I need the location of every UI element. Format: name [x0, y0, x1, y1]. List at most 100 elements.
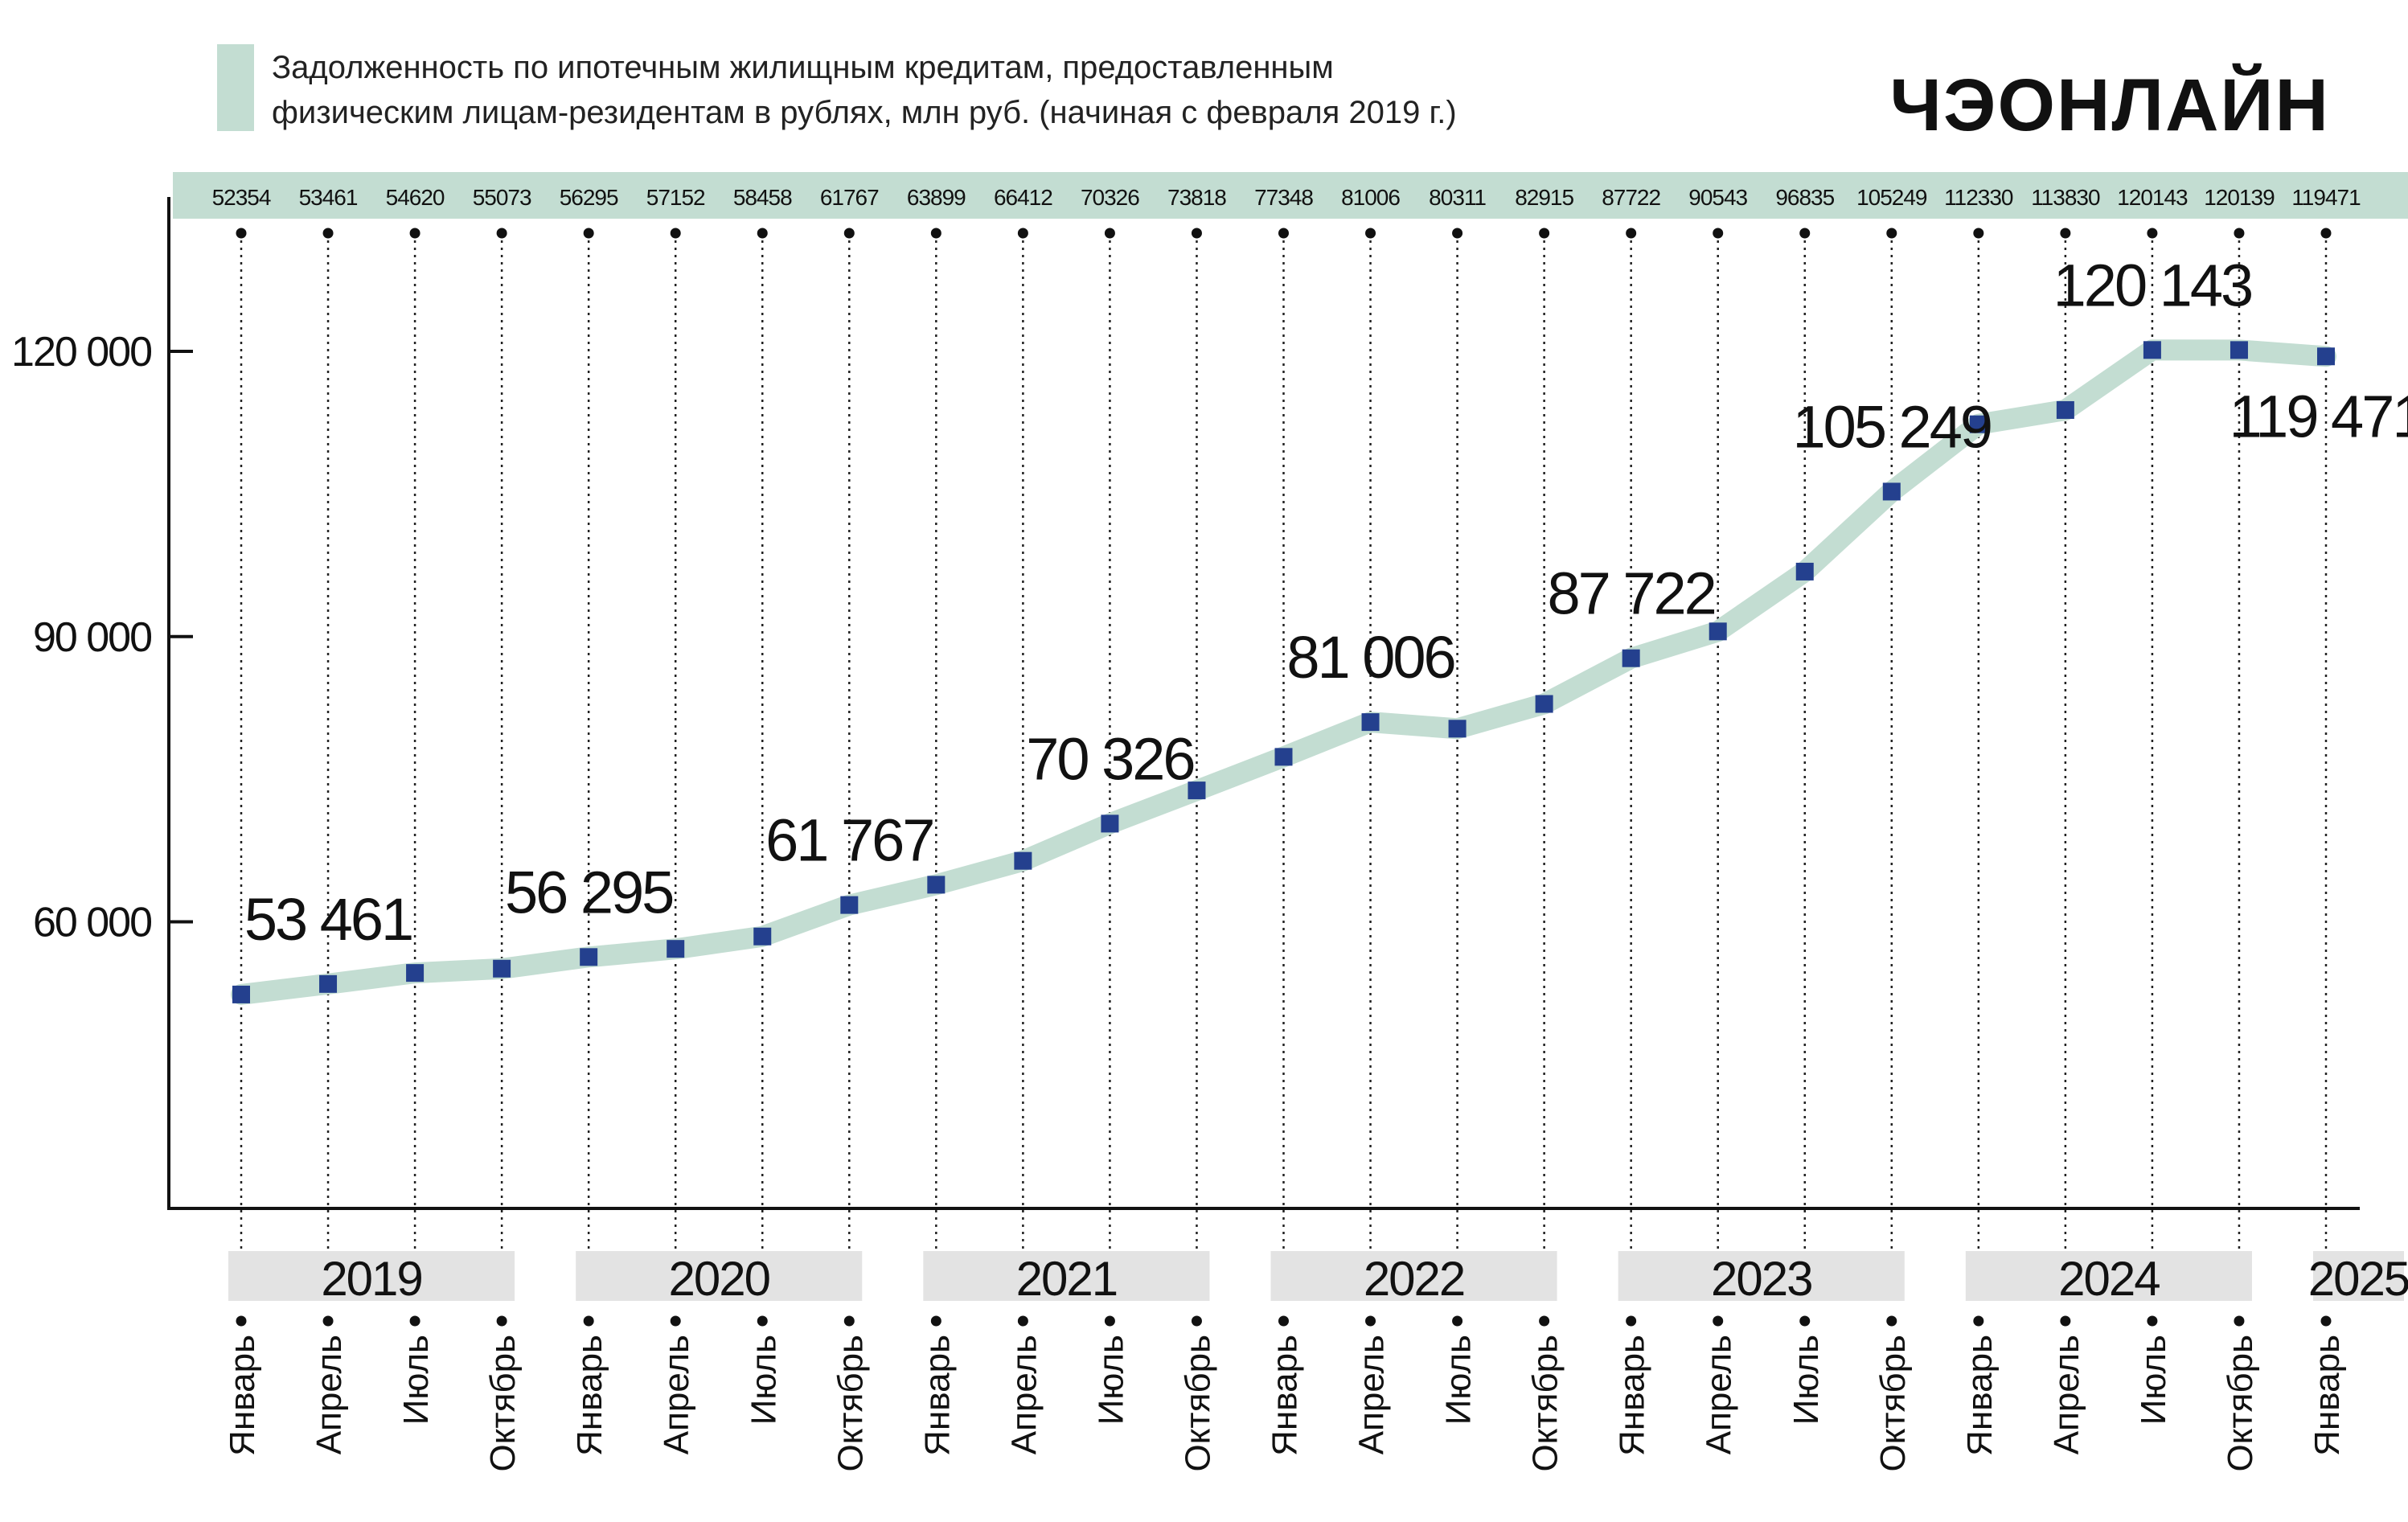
guide-dot-top: [1886, 228, 1897, 239]
guide-dot-top: [1191, 228, 1202, 239]
band-value-label: 80311: [1429, 185, 1486, 210]
data-point: [2317, 347, 2335, 366]
data-point: [1709, 622, 1727, 641]
guide-dot-bottom: [322, 1315, 334, 1327]
guide-dot-top: [670, 228, 681, 239]
band-value-label: 81006: [1341, 185, 1400, 210]
data-point: [319, 974, 338, 993]
guide-dot-bottom: [1886, 1315, 1897, 1327]
band-value-label: 96835: [1775, 185, 1834, 210]
guide-dot-top: [2320, 228, 2332, 239]
data-point: [667, 940, 685, 958]
month-label: Январь: [917, 1335, 957, 1456]
band-value-label: 66412: [994, 185, 1052, 210]
month-label: Апрель: [1352, 1335, 1392, 1454]
year-label: 2021: [1016, 1252, 1117, 1306]
year-label: 2025: [2308, 1252, 2408, 1306]
year-band: [1618, 1251, 1905, 1301]
year-label: 2024: [2058, 1252, 2160, 1306]
month-label: Январь: [223, 1335, 262, 1456]
values-band: [173, 172, 2408, 219]
year-band: [2313, 1251, 2404, 1301]
guide-dot-top: [1713, 228, 1724, 239]
year-label: 2022: [1364, 1252, 1464, 1306]
band-value-label: 119471: [2291, 185, 2361, 210]
year-bands: 2019 2020 2021 2022 2023 2024 2025: [228, 1251, 2408, 1306]
guide-dot-bottom: [1539, 1315, 1550, 1327]
value-callout: 87 722: [1547, 560, 1714, 627]
guide-dot-bottom: [757, 1315, 768, 1327]
guide-dot-top: [496, 228, 507, 239]
guide-dot-top: [1452, 228, 1463, 239]
month-label: Январь: [570, 1335, 609, 1456]
guide-dot-top: [2234, 228, 2245, 239]
guide-dot-bottom: [1104, 1315, 1115, 1327]
month-label: Апрель: [310, 1335, 349, 1454]
band-value-label: 77348: [1254, 185, 1313, 210]
value-callout: 119 471: [2230, 383, 2408, 449]
guide-dot-bottom: [1452, 1315, 1463, 1327]
guide-dot-bottom: [1799, 1315, 1811, 1327]
value-callout: 105 249: [1793, 393, 1992, 460]
data-point: [840, 896, 859, 914]
month-label: Январь: [1266, 1335, 1305, 1456]
year-label: 2019: [321, 1252, 421, 1306]
data-point: [1448, 720, 1467, 738]
band-value-label: 105249: [1856, 185, 1927, 210]
month-label: Октябрь: [1873, 1335, 1913, 1472]
data-point: [406, 964, 425, 983]
guide-dot-top: [583, 228, 594, 239]
data-point: [1882, 482, 1901, 501]
value-callout: 120 143: [2053, 252, 2252, 318]
year-label: 2023: [1711, 1252, 1811, 1306]
guide-dot-bottom: [1017, 1315, 1028, 1327]
guide-dot-bottom: [1278, 1315, 1289, 1327]
chart-title-line-2: физическим лицам-резидентам в рублях, мл…: [272, 95, 1457, 130]
month-label: Июль: [2134, 1335, 2173, 1425]
guide-dot-top: [1539, 228, 1550, 239]
guide-dot-bottom: [2320, 1315, 2332, 1327]
data-point: [2230, 341, 2248, 359]
month-label: Июль: [396, 1335, 436, 1425]
value-callout: 53 461: [244, 886, 412, 953]
data-point: [232, 985, 250, 1003]
value-callout: 81 006: [1286, 624, 1454, 691]
y-tick-label: 60 000: [33, 900, 151, 946]
guide-dot-bottom: [1713, 1315, 1724, 1327]
month-label: Октябрь: [1526, 1335, 1565, 1472]
data-point: [927, 876, 946, 894]
guide-dot-top: [843, 228, 855, 239]
guide-dot-top: [2060, 228, 2071, 239]
month-label: Июль: [744, 1335, 783, 1425]
month-label: Октябрь: [2221, 1335, 2260, 1472]
value-callout: 56 295: [505, 859, 673, 925]
band-value-label: 90543: [1688, 185, 1747, 210]
guide-dot-top: [1799, 228, 1811, 239]
guide-dot-top: [1104, 228, 1115, 239]
data-point: [1622, 649, 1640, 667]
guide-dot-top: [1973, 228, 1984, 239]
band-value-label: 58458: [733, 185, 792, 210]
data-point: [1101, 814, 1119, 833]
guide-dot-bottom: [2147, 1315, 2158, 1327]
guide-dot-bottom: [1191, 1315, 1202, 1327]
band-values: 52354 53461 54620 55073 56295 57152 58458 61767…: [212, 185, 2362, 210]
guide-dot-top: [930, 228, 941, 239]
data-point: [1535, 695, 1553, 713]
guide-dot-top: [1278, 228, 1289, 239]
band-value-label: 53461: [299, 185, 358, 210]
year-band: [576, 1251, 863, 1301]
band-value-label: 54620: [386, 185, 445, 210]
month-label: Июль: [1091, 1335, 1130, 1425]
band-value-label: 52354: [212, 185, 271, 210]
year-label: 2020: [668, 1252, 769, 1306]
guide-dot-bottom: [496, 1315, 507, 1327]
month-label: Январь: [2307, 1335, 2347, 1456]
year-band: [923, 1251, 1210, 1301]
year-band: [1270, 1251, 1557, 1301]
guide-dot-top: [236, 228, 247, 239]
band-value-label: 57152: [646, 185, 705, 210]
band-value-label: 73818: [1167, 185, 1226, 210]
guide-dot-bottom: [843, 1315, 855, 1327]
data-point: [2056, 400, 2074, 419]
